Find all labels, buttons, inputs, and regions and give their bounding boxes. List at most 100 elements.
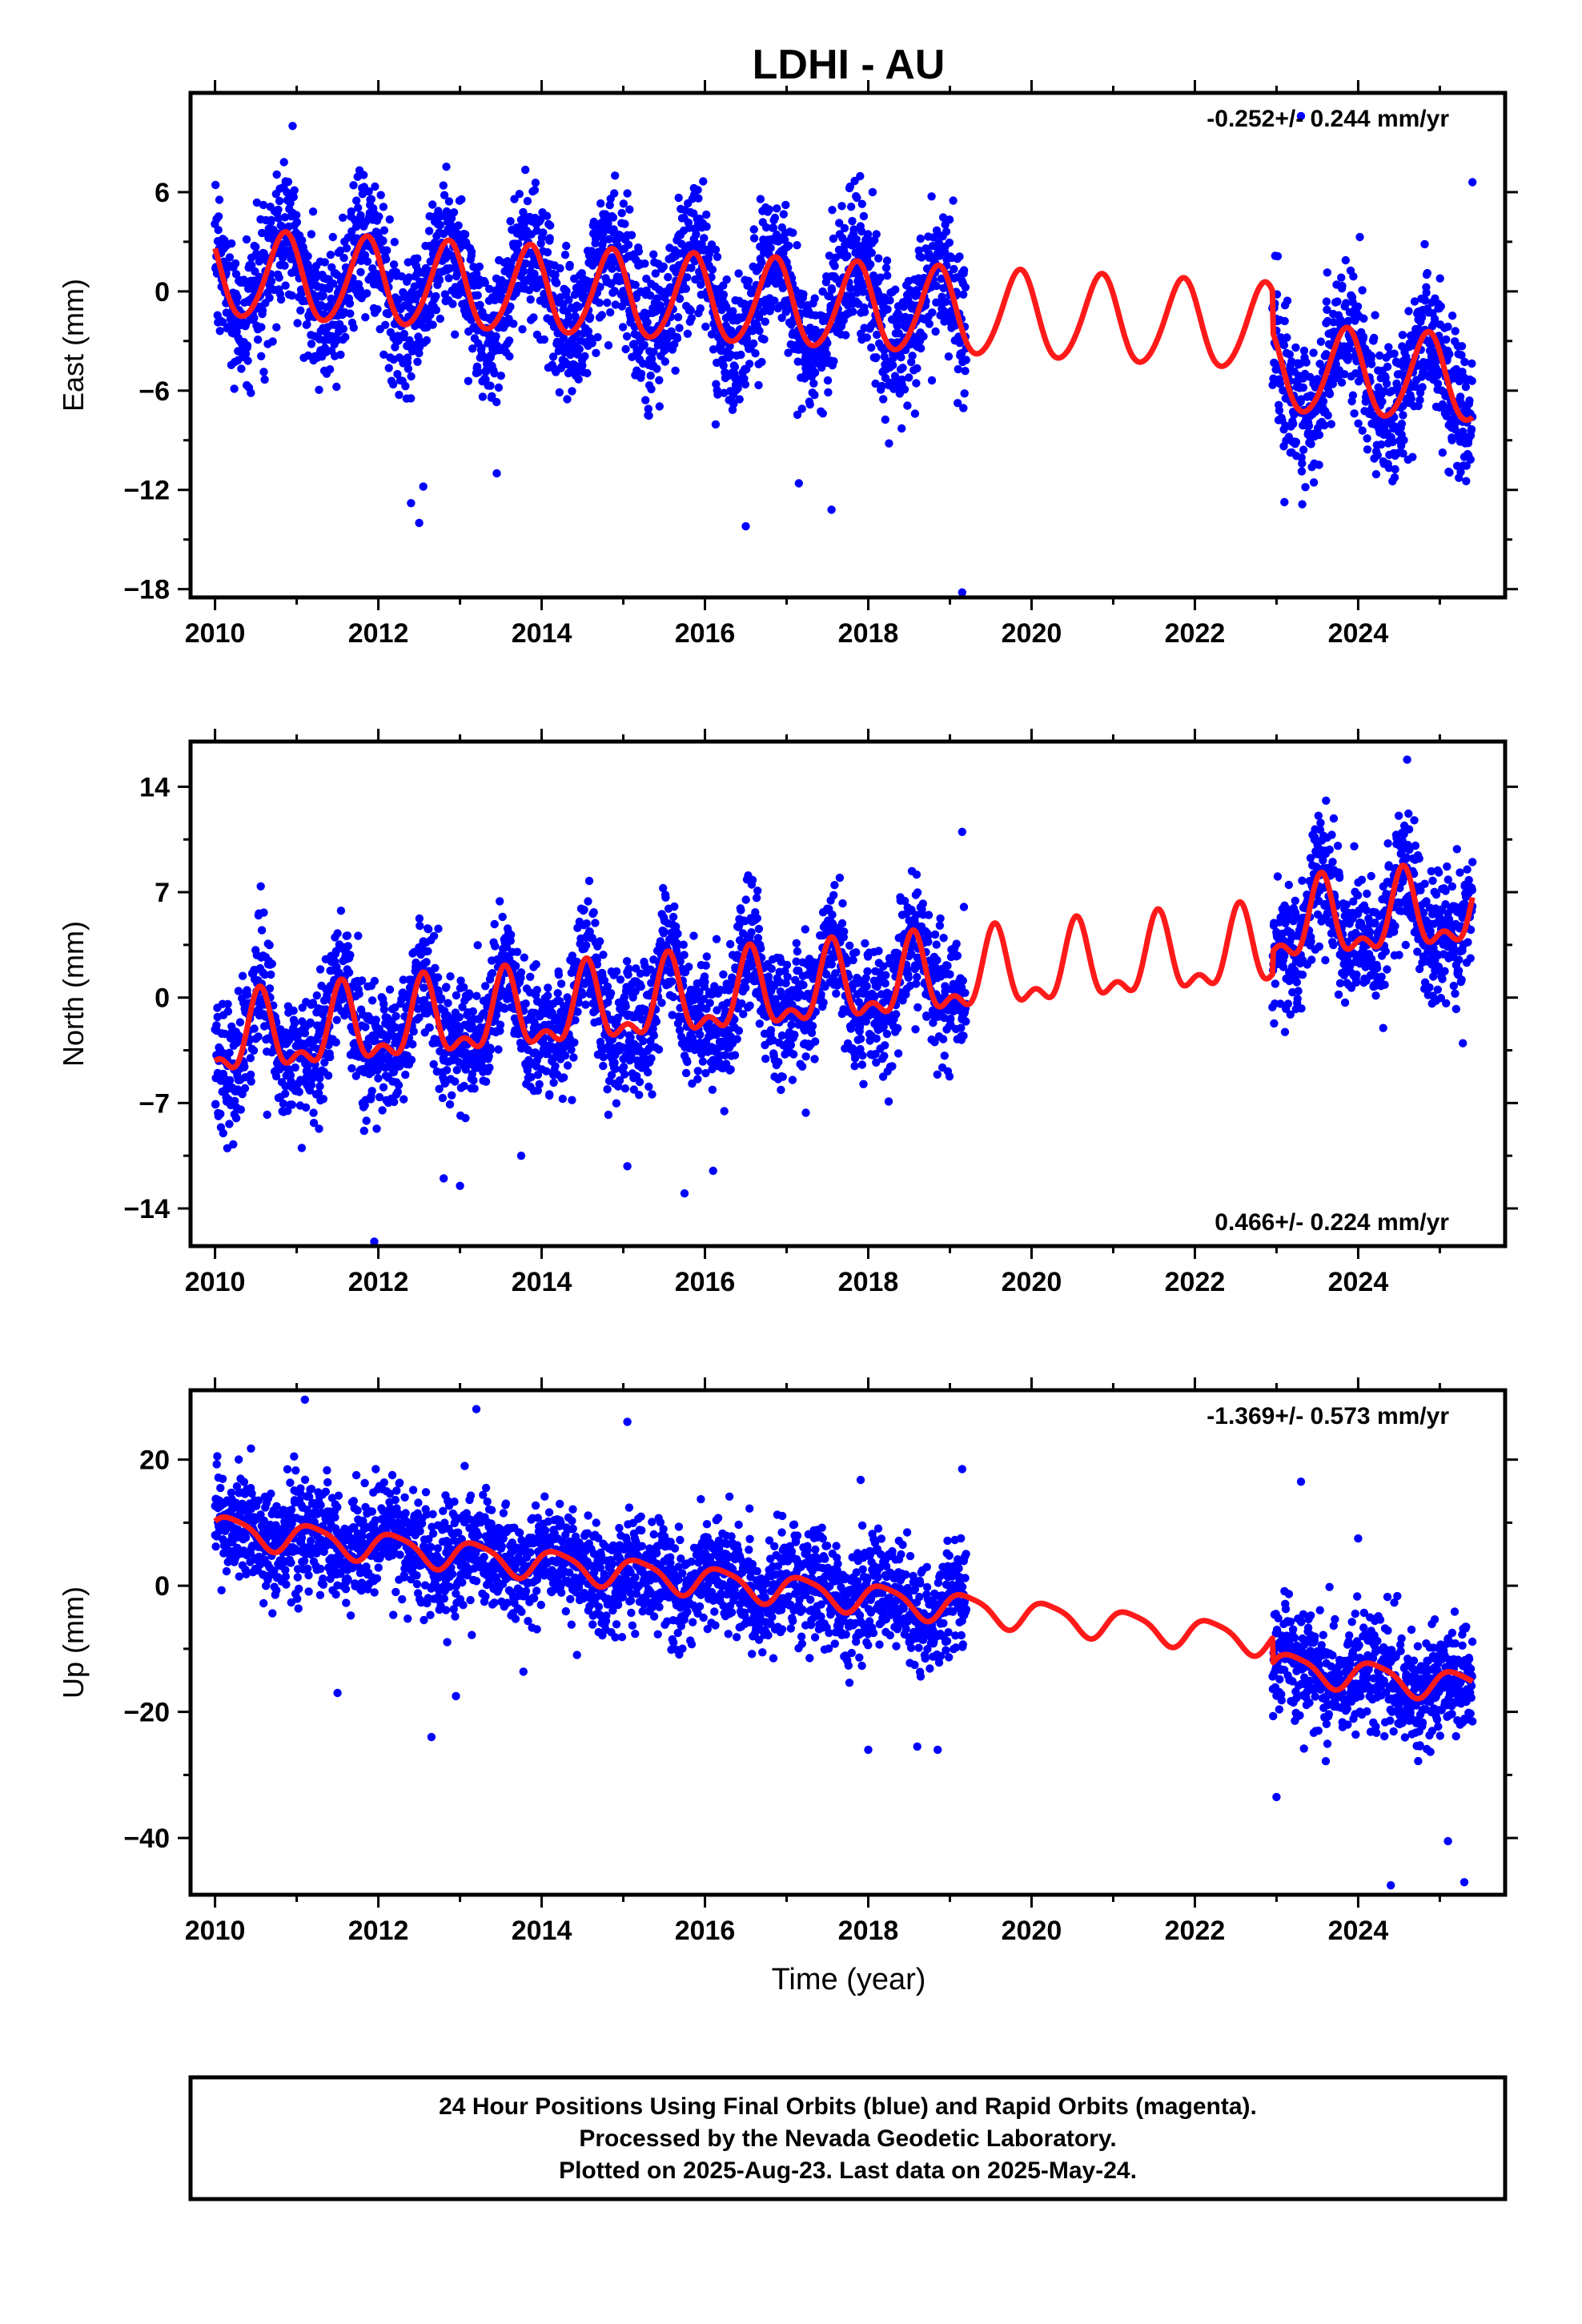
data-point (521, 999, 530, 1008)
data-point (881, 263, 891, 272)
data-point (1435, 274, 1444, 283)
data-point (1328, 380, 1338, 388)
data-point (651, 269, 660, 278)
data-point (309, 1119, 319, 1128)
data-point (231, 1096, 239, 1106)
data-point (1460, 357, 1469, 367)
data-point (689, 931, 698, 940)
data-point (415, 914, 424, 923)
data-point (617, 208, 626, 218)
data-point (643, 318, 652, 327)
data-point (545, 1090, 554, 1099)
data-point (363, 257, 372, 266)
data-point (578, 361, 587, 370)
data-point (621, 1002, 630, 1011)
east-y-axis-title: East (mm) (57, 279, 90, 412)
outlier-point (827, 505, 836, 514)
data-point (260, 375, 269, 384)
data-point (683, 273, 692, 282)
data-point (1452, 461, 1462, 470)
data-point (339, 324, 348, 333)
data-point (231, 1114, 241, 1123)
data-point (389, 260, 399, 269)
data-point (692, 230, 701, 239)
data-point (908, 352, 917, 360)
data-point (1323, 268, 1332, 277)
data-point (1337, 378, 1347, 387)
data-point (756, 195, 765, 203)
data-point (1298, 500, 1307, 509)
data-point (857, 227, 866, 236)
data-point (562, 287, 571, 296)
data-point (903, 401, 912, 410)
data-point (1348, 391, 1358, 400)
data-point (1283, 333, 1291, 342)
data-point (910, 409, 920, 418)
data-point (543, 247, 552, 257)
data-point (555, 388, 564, 397)
data-point (521, 165, 530, 175)
data-point (1466, 455, 1476, 464)
data-point (263, 1110, 271, 1120)
data-point (818, 409, 827, 418)
data-point (620, 1070, 629, 1079)
data-point (627, 231, 636, 239)
data-point (1275, 406, 1284, 415)
data-point (444, 999, 452, 1007)
data-point (719, 281, 728, 290)
data-point (789, 228, 797, 237)
data-point (1468, 376, 1476, 385)
data-point (400, 1095, 408, 1104)
data-point (1436, 302, 1445, 311)
data-point (553, 989, 562, 998)
data-point (674, 193, 683, 203)
data-point (320, 1058, 329, 1067)
data-point (315, 965, 325, 974)
data-point (793, 241, 801, 250)
data-point (596, 283, 604, 292)
data-point (913, 364, 921, 373)
data-point (582, 941, 591, 950)
data-point (267, 276, 276, 286)
data-point (301, 1103, 311, 1112)
data-point (336, 907, 346, 915)
data-point (1329, 318, 1338, 327)
data-point (211, 180, 220, 190)
data-point (949, 196, 958, 205)
data-point (346, 309, 355, 318)
data-point (1447, 436, 1456, 444)
data-point (556, 341, 566, 350)
data-point (481, 1077, 491, 1086)
data-point (619, 1063, 628, 1072)
data-point (916, 234, 926, 243)
data-point (1377, 440, 1386, 449)
data-point (959, 266, 969, 275)
data-point (1319, 397, 1328, 406)
data-point (620, 1084, 630, 1093)
data-point (404, 364, 413, 373)
data-point (530, 269, 539, 279)
data-point (309, 1108, 318, 1117)
data-point (897, 424, 906, 433)
data-point (1417, 313, 1427, 322)
data-point (1309, 478, 1319, 487)
data-point (770, 296, 779, 305)
data-point (757, 258, 766, 267)
data-point (331, 1038, 340, 1047)
data-point (249, 1046, 259, 1055)
data-point (849, 308, 857, 316)
data-point (314, 1088, 323, 1098)
data-point (260, 970, 269, 979)
data-point (757, 357, 766, 367)
data-point (385, 985, 395, 994)
data-point (328, 232, 337, 242)
data-point (397, 995, 406, 1004)
x-tick-label: 2012 (348, 618, 409, 649)
data-point (422, 958, 431, 967)
data-point (929, 233, 938, 242)
data-point (451, 330, 460, 339)
data-point (1404, 307, 1413, 316)
data-point (823, 339, 832, 348)
data-point (631, 280, 640, 289)
data-point (446, 972, 455, 981)
